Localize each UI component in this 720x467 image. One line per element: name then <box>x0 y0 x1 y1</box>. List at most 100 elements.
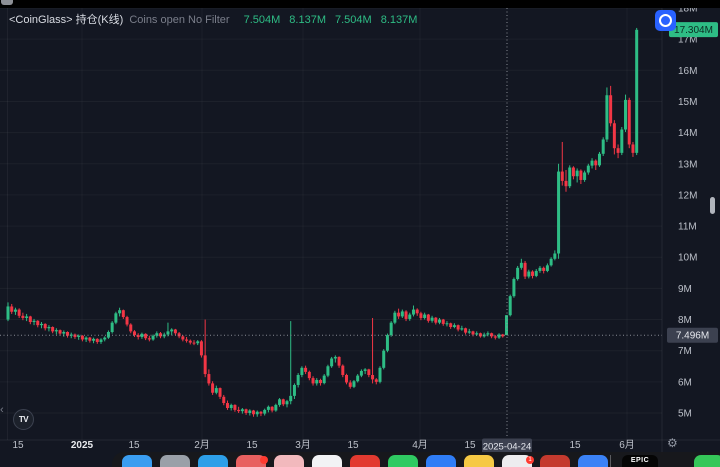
price-scale-scrollbar[interactable] <box>710 197 715 214</box>
candle <box>21 315 25 318</box>
x-axis-label[interactable]: 3月 <box>295 439 311 451</box>
candle <box>32 320 36 323</box>
y-axis-label[interactable]: 17M <box>678 35 697 46</box>
y-axis-label[interactable]: 12M <box>678 190 697 201</box>
y-axis-label[interactable]: 13M <box>678 159 697 170</box>
candle <box>151 335 155 340</box>
candle <box>389 322 393 336</box>
refresh-icon <box>659 14 672 27</box>
candle <box>352 381 356 387</box>
candle <box>170 329 174 332</box>
candle <box>434 317 438 323</box>
candle <box>590 160 594 166</box>
x-axis-label[interactable]: 6月 <box>619 439 635 451</box>
candle <box>415 309 419 314</box>
top-tab-remnant <box>1 0 13 5</box>
dock-app-gray[interactable] <box>160 455 190 467</box>
dock-app-blue-1[interactable] <box>122 455 152 467</box>
candle <box>557 171 561 254</box>
macos-dock: 1 EPIC <box>112 452 720 467</box>
x-axis-label[interactable]: 15 <box>464 440 476 451</box>
tradingview-logo[interactable]: TV <box>13 409 34 430</box>
candle <box>73 334 77 337</box>
candle <box>616 148 620 153</box>
y-axis-label[interactable]: 5M <box>678 409 692 420</box>
dock-app-salmon[interactable] <box>274 455 304 467</box>
y-axis-label[interactable]: 8M <box>678 315 692 326</box>
y-axis-label[interactable]: 7M <box>678 346 692 357</box>
candle <box>519 262 523 268</box>
candle <box>452 325 456 328</box>
candle <box>631 144 635 153</box>
candle <box>534 270 538 276</box>
x-axis-label[interactable]: 4月 <box>412 439 428 451</box>
candle <box>482 334 486 337</box>
x-axis-label[interactable]: 15 <box>12 440 24 451</box>
candle <box>10 306 14 312</box>
x-axis-label[interactable]: 2月 <box>194 439 210 451</box>
candle <box>575 170 579 177</box>
candle <box>322 375 326 384</box>
y-axis-label[interactable]: 6M <box>678 377 692 388</box>
candle <box>248 410 252 414</box>
dock-app-pink-badged[interactable] <box>236 455 268 467</box>
candle <box>274 404 278 411</box>
candle <box>69 334 73 336</box>
dock-app-epic[interactable]: EPIC <box>622 455 658 467</box>
candle <box>188 340 192 343</box>
ohlc-close-value: 8.137M <box>380 14 418 26</box>
crosshair-price-badge <box>667 327 718 343</box>
y-axis-label[interactable]: 18M <box>678 4 697 15</box>
candle <box>378 367 382 382</box>
candle <box>635 29 639 153</box>
dock-app-green-edge[interactable] <box>694 455 720 467</box>
x-axis-label[interactable]: 15 <box>569 440 581 451</box>
dock-app-white[interactable] <box>312 455 342 467</box>
gear-icon[interactable]: ⚙ <box>667 436 678 450</box>
dock-app-yellow[interactable] <box>464 455 494 467</box>
x-axis-label[interactable]: 2025 <box>71 440 94 451</box>
crosshair-date-badge <box>482 438 532 454</box>
candle <box>348 382 352 387</box>
candle <box>17 309 21 316</box>
candle <box>155 333 159 336</box>
dock-app-blue-2[interactable] <box>426 455 456 467</box>
candle <box>419 313 423 318</box>
symbol-title[interactable]: <CoinGlass> 持仓(K线) <box>9 14 124 26</box>
candle <box>39 323 43 326</box>
x-axis-label[interactable]: 15 <box>128 440 140 451</box>
dock-app-green[interactable] <box>388 455 418 467</box>
candle <box>516 267 520 280</box>
candle <box>374 379 378 382</box>
x-axis-label[interactable]: 15 <box>246 440 258 451</box>
dock-app-red[interactable] <box>350 455 380 467</box>
candle <box>597 153 601 166</box>
dock-app-darkred[interactable] <box>540 455 570 467</box>
candle <box>460 328 464 330</box>
candle <box>13 309 17 312</box>
y-axis-label[interactable]: 9M <box>678 284 692 295</box>
candle <box>51 327 55 332</box>
dock-app-notes-badged[interactable]: 1 <box>502 455 534 467</box>
dock-app-cyan[interactable] <box>198 455 228 467</box>
candle <box>281 399 285 405</box>
candle <box>501 334 505 337</box>
candle <box>99 339 103 342</box>
candle <box>270 406 274 411</box>
candle <box>6 306 10 320</box>
collapse-chevron-icon[interactable]: ‹ <box>0 404 4 416</box>
candle <box>504 315 508 336</box>
candle <box>426 314 430 321</box>
y-axis-label[interactable]: 15M <box>678 97 697 108</box>
candle <box>315 379 319 384</box>
candle <box>560 171 564 181</box>
y-axis-label[interactable]: 10M <box>678 253 697 264</box>
y-axis-label[interactable]: 14M <box>678 128 697 139</box>
candle <box>47 327 51 329</box>
x-axis-label[interactable]: 15 <box>347 440 359 451</box>
refresh-button[interactable] <box>655 10 676 31</box>
y-axis-label[interactable]: 11M <box>678 222 697 233</box>
y-axis-label[interactable]: 16M <box>678 66 697 77</box>
dock-app-blue-3[interactable] <box>578 455 608 467</box>
candle <box>136 335 140 337</box>
